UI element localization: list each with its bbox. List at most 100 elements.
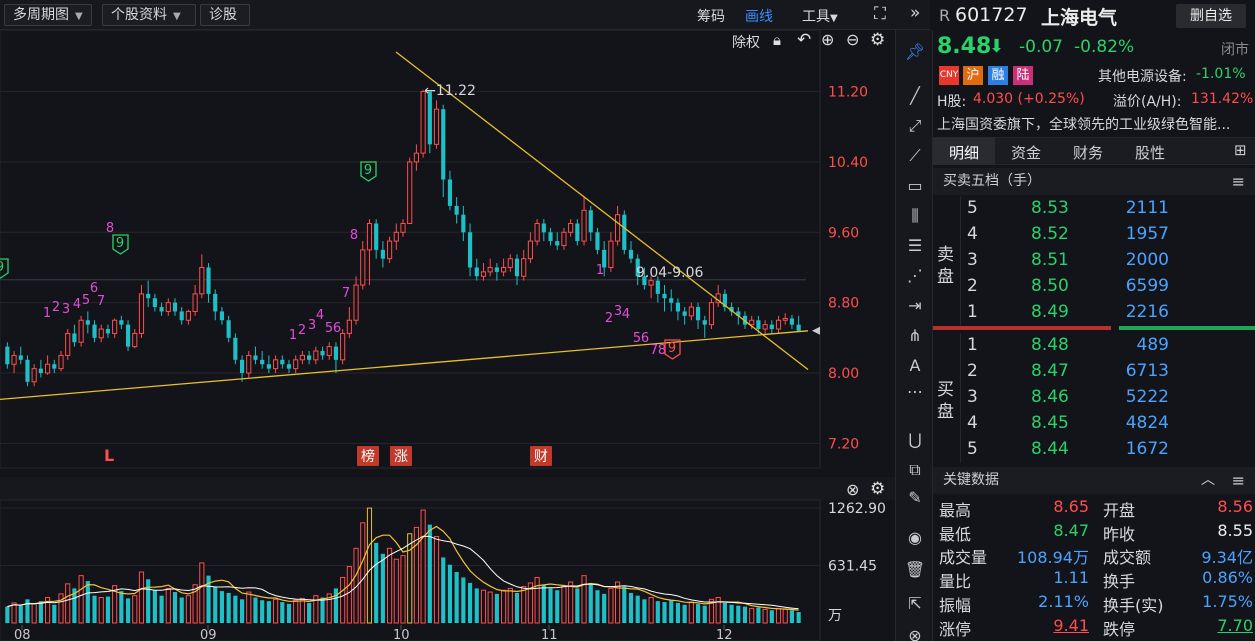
buy-price[interactable]: 8.48 <box>1031 335 1069 355</box>
month-label: 08 <box>14 628 31 641</box>
candle-body <box>433 108 440 145</box>
buy-price[interactable]: 8.46 <box>1031 387 1069 407</box>
volume-bar <box>374 542 379 623</box>
period-dropdown[interactable]: 多周期图 ▼ <box>4 4 92 26</box>
range-measure-icon[interactable]: ⇥ <box>908 296 922 315</box>
chart-area[interactable]: 11.20 10.40 9.60 8.80 8.00 7.20 ←11.22 9.04-9.0… <box>0 30 895 641</box>
volume-bar <box>433 535 440 624</box>
volume-bar <box>31 603 37 624</box>
tab-funds[interactable]: 资金 <box>1011 144 1042 162</box>
close-indicator-icon[interactable]: ⊗ <box>846 480 860 499</box>
magnet-icon[interactable]: ⋃ <box>908 430 922 449</box>
candle-body <box>52 364 57 369</box>
fullscreen-icon[interactable]: ⛶ <box>874 4 886 24</box>
candle-body <box>85 320 90 325</box>
candle-body <box>246 354 252 374</box>
undo-icon[interactable]: ↶ <box>797 30 812 50</box>
delete-watchlist-button[interactable]: 删自选 <box>1176 4 1246 28</box>
volume-axis-label: 631.45 <box>828 559 877 575</box>
volume-bar <box>192 584 198 624</box>
diagnose-button[interactable]: 诊股 <box>200 4 250 26</box>
tools-label: 工具 <box>802 9 830 25</box>
sell-price[interactable]: 8.53 <box>1031 198 1069 218</box>
tab-finance[interactable]: 财务 <box>1073 144 1104 162</box>
volume-bar <box>480 589 487 624</box>
rectangle-icon[interactable]: ▭ <box>907 176 923 195</box>
volume-bar <box>239 599 245 623</box>
keydata-label: 最高 <box>939 501 972 520</box>
sell-price[interactable]: 8.51 <box>1031 250 1069 270</box>
copy-icon[interactable]: ⧉ <box>909 460 921 479</box>
chip-button[interactable]: 筹码 <box>697 9 725 25</box>
candle-body <box>340 332 346 361</box>
collapse-icon[interactable]: ︿ <box>1201 472 1215 488</box>
trash-icon[interactable]: 🗑︎ <box>904 560 926 579</box>
volume-bar <box>688 601 694 624</box>
menu-icon[interactable]: ≡ <box>1231 172 1245 191</box>
company-desc-row[interactable]: 上海国资委旗下，全球领先的工业级绿色智能... <box>933 113 1255 135</box>
td-count-label: 7 <box>650 343 658 358</box>
line-segment-icon[interactable]: ╱ <box>910 86 920 105</box>
settings-gear-icon[interactable]: ⚙ <box>870 30 886 50</box>
candle-body <box>45 363 51 374</box>
fan-lines-icon[interactable]: ⋰ <box>907 266 923 285</box>
volume-bar <box>299 597 305 624</box>
draw-line-button[interactable]: 画线 <box>745 9 773 25</box>
volume-bar <box>474 588 479 623</box>
tab-layout-icon[interactable]: ⊞ <box>1234 141 1247 159</box>
lock-icon[interactable]: 🔒︎ <box>773 31 781 49</box>
pitchfork-icon[interactable]: ⋔ <box>908 326 922 345</box>
text-annotation-icon[interactable]: A <box>909 356 921 375</box>
tools-menu[interactable]: 工具▼ <box>802 6 838 26</box>
export-icon[interactable]: ⇱ <box>908 594 922 613</box>
sell-price[interactable]: 8.50 <box>1031 276 1069 296</box>
collapse-right-icon[interactable]: » <box>910 3 921 23</box>
sell-label-box: 卖 盘 <box>933 196 961 326</box>
buy-price[interactable]: 8.47 <box>1031 361 1069 381</box>
buy-price[interactable]: 8.44 <box>1031 439 1069 459</box>
more-tools-icon[interactable]: ⋯ <box>907 382 923 401</box>
candle-body <box>762 324 768 330</box>
close-drawing-icon[interactable]: ⊗ <box>908 626 922 641</box>
sell-level: 2 <box>967 276 978 296</box>
sell-price[interactable]: 8.52 <box>1031 224 1069 244</box>
candle-body <box>729 307 734 312</box>
candle-body <box>286 364 292 369</box>
volume-bar <box>78 575 84 624</box>
keydata-menu-icon[interactable]: ≡ <box>1231 471 1245 490</box>
fibonacci-icon[interactable]: ☰ <box>907 236 923 255</box>
candle-body <box>18 355 23 360</box>
sell-price[interactable]: 8.49 <box>1031 302 1069 322</box>
candle-body <box>393 231 399 242</box>
volume-bar <box>112 585 118 624</box>
parallel-channel-icon[interactable]: ⫼ <box>911 206 919 225</box>
orderbook-title: 买卖五档（手） <box>943 173 1041 189</box>
price-panel <box>0 30 821 469</box>
sector-label[interactable]: 其他电源设备: <box>1098 69 1187 85</box>
keydata-value: 2.11% <box>1038 591 1089 611</box>
zoom-in-icon[interactable]: ⊕ <box>821 30 835 49</box>
candle-body <box>293 359 299 370</box>
visibility-icon[interactable]: ◉ <box>908 528 922 547</box>
buy-price[interactable]: 8.45 <box>1031 413 1069 433</box>
tab-detail[interactable]: 明细 <box>949 144 980 162</box>
sell-volume: 2111 <box>1125 198 1169 218</box>
edit-icon[interactable]: ✎ <box>908 488 922 507</box>
ray-line-icon[interactable]: ⤢ <box>908 116 922 135</box>
exright-button[interactable]: 除权 <box>732 35 760 51</box>
sell-level: 4 <box>967 224 978 244</box>
volume-bar <box>105 596 111 623</box>
pin-icon[interactable]: 📌︎ <box>904 42 926 61</box>
td-count-label: 1 <box>289 328 297 343</box>
kline-chart[interactable]: 11.20 10.40 9.60 8.80 8.00 7.20 ←11.22 9.04-9.0… <box>0 30 895 641</box>
indicator-gear-icon[interactable]: ⚙ <box>870 479 886 499</box>
tab-stock-nature[interactable]: 股性 <box>1135 144 1166 162</box>
stock-info-dropdown[interactable]: 个股资料 ▼ <box>102 4 196 26</box>
sell-orders: 卖 盘 5 8.53 2111 4 8.52 1957 3 8.51 2000 2 8.50 6599… <box>933 196 1255 326</box>
sell-volume: 6599 <box>1125 276 1169 296</box>
volume-bar <box>72 588 77 623</box>
td-count-label: 3 <box>614 304 622 319</box>
candle-body <box>655 280 660 294</box>
polyline-icon[interactable]: ⟋ <box>909 146 921 165</box>
zoom-out-icon[interactable]: ⊖ <box>846 30 860 49</box>
